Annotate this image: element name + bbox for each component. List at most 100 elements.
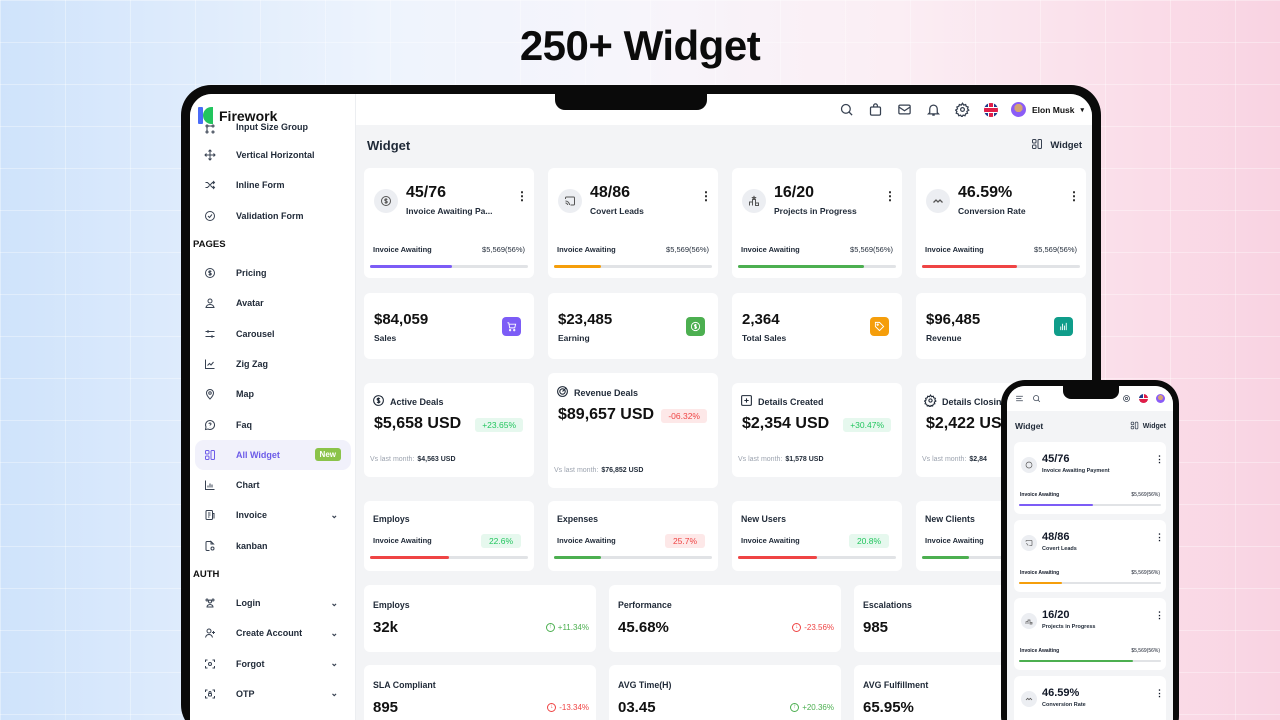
bar-chart-icon [1054, 317, 1073, 336]
avatar [1010, 102, 1026, 117]
progress-bar [1019, 582, 1161, 584]
kpi-card-avg-time: AVG Time(H) 03.45 ↑ +20.36% [609, 665, 841, 720]
phone-notch [1063, 386, 1119, 399]
progress-bar [738, 265, 896, 268]
sidebar-item-faq[interactable]: Faq [190, 409, 356, 439]
bell-icon[interactable] [926, 102, 942, 118]
deal-card-details-created: Details Created $2,354 USD +30.47% Vs la… [732, 383, 902, 477]
face-scan-icon [203, 657, 217, 671]
progress-bar [922, 265, 1080, 268]
kpi-card-employs: Employs 32k ↑ +11.34% [364, 585, 596, 652]
more-options-icon[interactable]: ⋮ [516, 189, 528, 203]
dollar-circle-icon [203, 266, 217, 280]
help-bubble-icon [203, 418, 217, 432]
kpi-card-sla-compliant: SLA Compliant 895 ↓ -13.34% [364, 665, 596, 720]
sidebar-item-login[interactable]: Login ⌄ [190, 588, 356, 618]
deal-card-revenue-deals: Revenue Deals $89,657 USD -06.32% Vs las… [548, 373, 718, 488]
cart-icon [502, 317, 521, 336]
progress-bar [738, 556, 896, 559]
invoice-icon [203, 508, 217, 522]
cast-icon [558, 189, 582, 213]
more-options-icon[interactable]: ⋮ [1155, 454, 1164, 464]
phone-progress-card: 48/86 Covert Leads ⋮ Invoice Awaiting $5… [1014, 520, 1166, 592]
progress-bar [370, 556, 528, 559]
phone-page-title: Widget [1015, 421, 1044, 431]
move-arrows-icon [203, 148, 217, 162]
lock-scan-icon [203, 687, 217, 701]
more-options-icon[interactable]: ⋮ [1068, 189, 1080, 203]
stat-card-revenue: $96,485 Revenue [916, 293, 1086, 359]
change-badge: +30.47% [843, 418, 891, 432]
phone-breadcrumb[interactable]: Widget [1130, 421, 1166, 432]
phone-screen: Widget Widget 45/76 Invoice Awaiting Pay… [1007, 386, 1173, 720]
sidebar-item-map[interactable]: Map [190, 379, 356, 409]
widget-grid-icon [203, 448, 217, 462]
dollar-icon [686, 317, 705, 336]
sidebar-item-all-widget[interactable]: All Widget New [195, 439, 351, 470]
percent-badge: 25.7% [665, 534, 705, 548]
breadcrumb[interactable]: Widget [1031, 138, 1082, 153]
page-title: Widget [367, 138, 411, 153]
progress-bar [1019, 660, 1161, 662]
tag-icon [870, 317, 889, 336]
top-bar: Elon Musk ▾ [356, 94, 1092, 125]
brand-logo[interactable]: Firework [198, 107, 277, 124]
sidebar-item-vertical-horizontal[interactable]: Vertical Horizontal [190, 140, 356, 170]
laptop-frame: Firework Input Size Group Vertical Horiz… [181, 85, 1101, 720]
shopping-bag-icon[interactable] [868, 102, 884, 118]
sidebar-item-zig-zag[interactable]: Zig Zag [190, 349, 356, 379]
stat-card-sales: $84,059 Sales [364, 293, 534, 359]
phone-progress-card: 16/20 Projects in Progress ⋮ Invoice Awa… [1014, 598, 1166, 670]
sidebar-item-pricing[interactable]: Pricing [190, 258, 356, 288]
line-chart-icon [203, 357, 217, 371]
more-options-icon[interactable]: ⋮ [700, 189, 712, 203]
more-options-icon[interactable]: ⋮ [884, 189, 896, 203]
search-icon[interactable] [1032, 390, 1041, 408]
chevron-down-icon: ⌄ [330, 658, 338, 669]
user-menu[interactable]: Elon Musk ▾ [1010, 102, 1084, 117]
more-options-icon[interactable]: ⋮ [1155, 688, 1164, 698]
bar-chart-icon [203, 478, 217, 492]
sidebar-item-carousel[interactable]: Carousel [190, 318, 356, 348]
gear-icon[interactable] [955, 102, 971, 118]
sidebar-item-chart[interactable]: Chart [190, 470, 356, 500]
sidebar-menu: Input Size Group Vertical Horizontal Inl… [190, 120, 356, 709]
hamburger-menu-icon[interactable] [1015, 390, 1024, 408]
kpi-card-performance: Performance 45.68% ↓ -23.56% [609, 585, 841, 652]
shuffle-icon [203, 178, 217, 192]
gear-icon[interactable] [1122, 390, 1131, 408]
sidebar-item-inline-form[interactable]: Inline Form [190, 170, 356, 200]
uk-flag-icon[interactable] [1139, 394, 1148, 403]
sliders-icon [203, 327, 217, 341]
sidebar-item-create-account[interactable]: Create Account ⌄ [190, 618, 356, 648]
sidebar-item-input-size-group[interactable]: Input Size Group [190, 120, 356, 140]
more-options-icon[interactable]: ⋮ [1155, 532, 1164, 542]
mail-icon[interactable] [897, 102, 913, 118]
change-badge: +23.65% [475, 418, 523, 432]
percent-badge: 20.8% [849, 534, 889, 548]
trend-icon [926, 189, 950, 213]
search-icon[interactable] [839, 102, 855, 118]
progress-bar [554, 265, 712, 268]
camera-notch [555, 85, 707, 110]
chevron-down-icon: ⌄ [330, 627, 338, 638]
cast-icon [1021, 535, 1037, 551]
map-pin-icon [203, 387, 217, 401]
avatar[interactable] [1156, 394, 1165, 403]
sidebar-item-otp[interactable]: OTP ⌄ [190, 679, 356, 709]
user-plus-icon [203, 626, 217, 640]
sidebar-item-forgot[interactable]: Forgot ⌄ [190, 648, 356, 678]
plus-square-icon [740, 394, 753, 409]
firework-logo-icon [198, 107, 213, 124]
mini-card-expenses: Expenses Invoice Awaiting 25.7% [548, 501, 718, 571]
sidebar-item-invoice[interactable]: Invoice ⌄ [190, 500, 356, 530]
phone-progress-card: 46.59% Conversion Rate ⋮ [1014, 676, 1166, 720]
sidebar-item-validation-form[interactable]: Validation Form [190, 201, 356, 231]
uk-flag-icon[interactable] [983, 102, 998, 117]
check-circle-icon [203, 209, 217, 223]
gear-badge-icon [923, 394, 937, 409]
sidebar-item-avatar[interactable]: Avatar [190, 288, 356, 318]
more-options-icon[interactable]: ⋮ [1155, 610, 1164, 620]
sidebar-item-kanban[interactable]: kanban [190, 531, 356, 561]
progress-card: 16/20 Projects in Progress ⋮ Invoice Awa… [732, 168, 902, 278]
